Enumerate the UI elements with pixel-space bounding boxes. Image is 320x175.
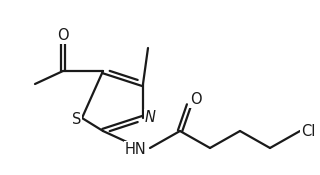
Text: N: N <box>145 110 156 124</box>
Text: HN: HN <box>125 142 147 156</box>
Text: O: O <box>190 93 202 107</box>
Text: Cl: Cl <box>301 124 315 138</box>
Text: O: O <box>57 29 69 44</box>
Text: S: S <box>72 113 82 128</box>
